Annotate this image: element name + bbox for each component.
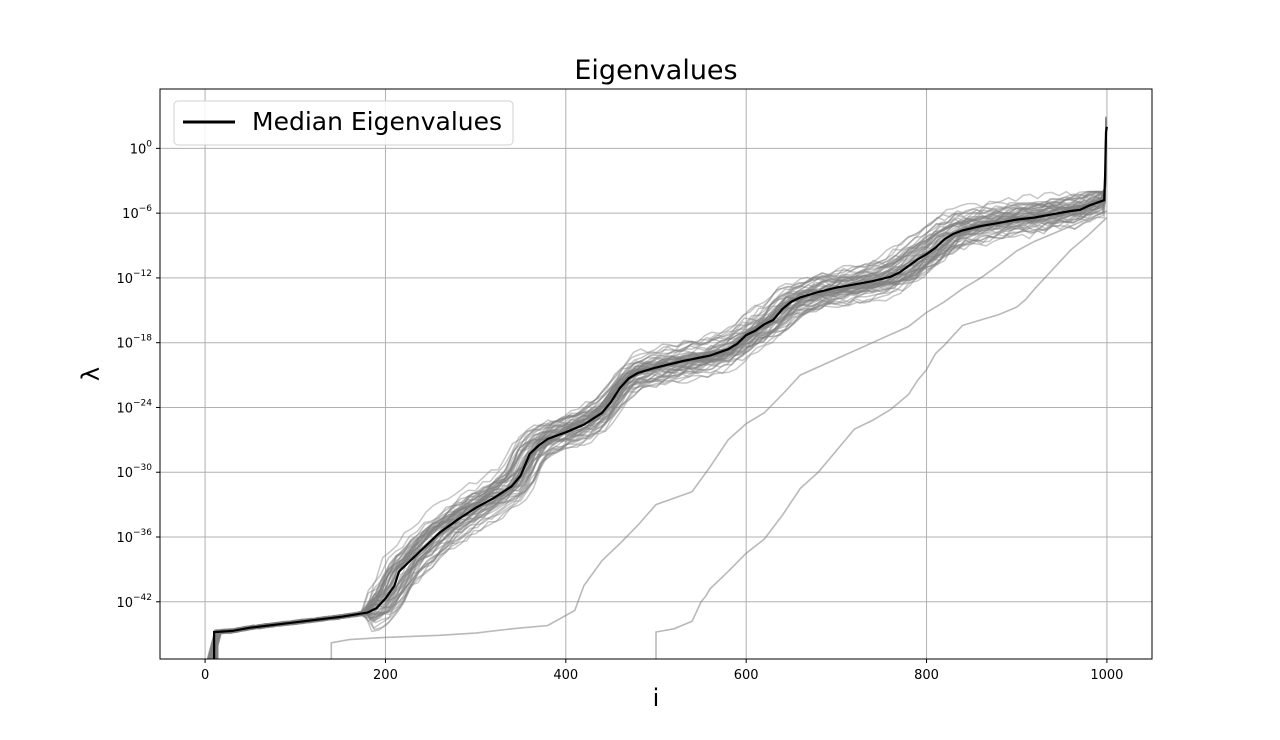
y-tick-label: 10−42: [116, 593, 152, 611]
y-tick-label: 10−12: [116, 269, 152, 287]
sample-series-line: [214, 125, 1107, 659]
y-axis: 100 10−6 10−12 10−18 10−24 10−30 10−36 10−42: [116, 139, 160, 611]
median-eigenvalues-line: [213, 126, 1108, 659]
y-tick-label: 10−30: [116, 463, 152, 481]
sample-series-line: [212, 124, 1107, 659]
sample-series-line: [215, 127, 1107, 659]
sample-series-line: [207, 134, 1107, 659]
y-tick-label: 10−24: [116, 398, 152, 416]
sample-series-line: [209, 126, 1107, 659]
sample-series-line: [216, 134, 1107, 659]
sample-series-line: [216, 137, 1107, 659]
sample-series-line: [213, 116, 1107, 659]
y-axis-label: λ: [77, 367, 105, 381]
sample-series-line: [214, 135, 1107, 659]
y-tick-label: 10−36: [116, 528, 152, 546]
sample-series-line: [215, 137, 1107, 659]
plot-background: [160, 89, 1152, 659]
outlier-series-line: [655, 216, 1108, 659]
sample-series-line: [207, 127, 1107, 659]
sample-series-line: [216, 131, 1107, 659]
y-tick-label: 10−6: [122, 204, 152, 222]
sample-series-line: [211, 137, 1107, 659]
x-tick-label: 200: [373, 668, 398, 683]
sample-series-line: [209, 117, 1107, 659]
x-tick-label: 1000: [1090, 668, 1123, 683]
chart-title: Eigenvalues: [574, 55, 737, 86]
plot-frame: [159, 88, 1153, 660]
sample-series-line: [209, 131, 1107, 659]
plot-area: [159, 88, 1153, 660]
legend-median-label: Median Eigenvalues: [252, 107, 502, 136]
sample-series-line: [208, 127, 1107, 659]
y-tick-label: 10−18: [116, 334, 152, 352]
sample-series-line: [216, 134, 1107, 659]
sample-series-line: [216, 121, 1107, 659]
legend: Median Eigenvalues: [173, 100, 514, 146]
x-tick-label: 800: [914, 668, 939, 683]
x-tick-label: 0: [201, 668, 209, 683]
legend-box: [173, 100, 514, 146]
x-tick-label: 400: [553, 668, 578, 683]
x-axis: 0 200 400 600 800 1000: [201, 659, 1123, 683]
sample-series-line: [212, 133, 1107, 659]
sample-series-line: [215, 133, 1107, 659]
outlier-series-line: [330, 210, 1108, 659]
grid: [160, 89, 1152, 659]
x-axis-label: i: [653, 684, 660, 712]
x-tick-label: 600: [734, 668, 759, 683]
median-series-group: [213, 126, 1108, 659]
sample-series-line: [214, 129, 1107, 659]
sample-series-line: [215, 130, 1107, 659]
sample-series-line: [213, 120, 1107, 659]
y-tick-label: 100: [130, 139, 153, 157]
